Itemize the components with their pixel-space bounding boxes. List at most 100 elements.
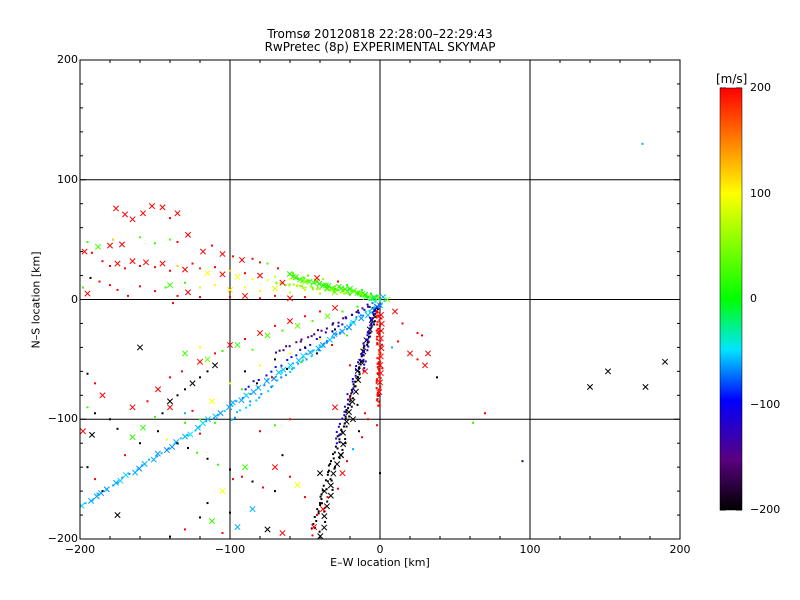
colorbar-tick-label: −200 bbox=[750, 503, 781, 516]
data-point-dot bbox=[332, 291, 335, 294]
data-point-dot bbox=[267, 390, 270, 393]
data-point-dot bbox=[184, 388, 186, 391]
data-point-dot bbox=[311, 288, 314, 291]
data-point-dot bbox=[349, 394, 352, 397]
data-point-dot bbox=[302, 287, 305, 290]
data-point-dot bbox=[331, 330, 334, 333]
data-point-dot bbox=[223, 409, 226, 412]
data-point-cross bbox=[349, 398, 356, 405]
data-point-cross bbox=[166, 282, 174, 289]
data-point-dot bbox=[331, 323, 334, 326]
data-point-dot bbox=[199, 432, 201, 435]
data-point-cross bbox=[219, 250, 226, 258]
data-point-dot bbox=[344, 415, 347, 418]
data-point-dot bbox=[230, 419, 233, 422]
data-point-dot bbox=[257, 386, 260, 389]
data-point-dot bbox=[297, 362, 300, 365]
data-point-dot bbox=[259, 297, 261, 300]
data-point-dot bbox=[362, 358, 365, 361]
data-point-dot bbox=[332, 457, 335, 460]
data-point-dot bbox=[300, 285, 303, 288]
data-point-dot bbox=[205, 420, 208, 423]
data-point-dot bbox=[312, 523, 315, 526]
data-point-cross bbox=[321, 524, 328, 531]
data-point-cross bbox=[337, 452, 345, 459]
data-point-cross bbox=[286, 318, 294, 325]
data-point-cross bbox=[326, 336, 333, 343]
data-point-dot bbox=[325, 339, 328, 342]
data-point-dot bbox=[641, 142, 644, 145]
data-point-dot bbox=[199, 296, 201, 299]
x-axis-label: E–W location [km] bbox=[330, 556, 430, 569]
data-point-dot bbox=[139, 285, 141, 288]
data-point-dot bbox=[371, 302, 374, 305]
data-point-dot bbox=[375, 338, 378, 341]
data-point-dot bbox=[139, 264, 141, 267]
data-point-dot bbox=[375, 316, 378, 319]
data-point-cross bbox=[181, 350, 189, 357]
data-point-dot bbox=[378, 388, 381, 391]
data-point-dot bbox=[259, 261, 261, 264]
data-point-dot bbox=[199, 267, 201, 270]
data-point-dot bbox=[379, 360, 382, 363]
data-point-dot bbox=[280, 364, 283, 367]
data-point-dot bbox=[176, 442, 179, 445]
data-point-dot bbox=[338, 422, 341, 425]
data-point-dot bbox=[307, 336, 310, 339]
data-point-dot bbox=[191, 262, 194, 265]
data-point-dot bbox=[352, 397, 355, 400]
data-point-dot bbox=[244, 388, 247, 391]
data-point-dot bbox=[344, 442, 347, 445]
data-point-dot bbox=[275, 281, 278, 284]
data-point-dot bbox=[214, 421, 216, 424]
data-point-dot bbox=[377, 400, 380, 403]
data-point-dot bbox=[304, 346, 306, 349]
data-point-dot bbox=[354, 374, 357, 377]
data-point-dot bbox=[346, 334, 348, 337]
data-point-cross bbox=[229, 399, 236, 406]
data-point-dot bbox=[316, 288, 319, 291]
data-point-cross bbox=[377, 335, 384, 342]
data-point-cross bbox=[324, 285, 331, 292]
data-point-dot bbox=[196, 451, 198, 454]
data-point-cross bbox=[249, 506, 256, 513]
data-point-dot bbox=[331, 488, 334, 491]
data-point-dot bbox=[284, 284, 287, 287]
data-point-dot bbox=[324, 479, 327, 482]
data-point-cross bbox=[331, 404, 339, 411]
data-point-cross bbox=[129, 434, 136, 441]
data-point-dot bbox=[359, 363, 362, 366]
data-point-dot bbox=[376, 362, 379, 365]
colorbar-tick-label: 200 bbox=[750, 81, 771, 94]
data-point-dot bbox=[341, 290, 344, 293]
data-point-dot bbox=[141, 464, 144, 467]
data-point-dot bbox=[274, 424, 276, 427]
data-point-dot bbox=[376, 307, 379, 310]
data-point-dot bbox=[285, 345, 288, 348]
data-point-cross bbox=[106, 242, 114, 249]
colorbar-tick-label: 100 bbox=[750, 186, 771, 200]
data-point-dot bbox=[181, 370, 183, 373]
data-point-dot bbox=[378, 357, 381, 360]
data-point-dot bbox=[361, 307, 364, 310]
data-point-dot bbox=[337, 425, 340, 428]
data-point-cross bbox=[349, 416, 357, 423]
data-point-dot bbox=[380, 317, 383, 320]
data-point-dot bbox=[346, 284, 348, 287]
data-point-dot bbox=[376, 378, 379, 381]
data-point-dot bbox=[164, 286, 167, 289]
data-point-dot bbox=[244, 286, 246, 289]
data-point-dot bbox=[274, 366, 277, 369]
data-point-dot bbox=[307, 274, 309, 277]
data-point-dot bbox=[244, 370, 246, 373]
data-point-dot bbox=[369, 317, 372, 320]
data-point-dot bbox=[301, 356, 304, 359]
data-point-dot bbox=[139, 442, 141, 445]
data-point-dot bbox=[341, 323, 344, 326]
data-point-cross bbox=[327, 492, 334, 499]
data-point-dot bbox=[341, 417, 344, 420]
data-point-dot bbox=[112, 238, 114, 241]
data-point-dot bbox=[211, 244, 213, 247]
data-point-dot bbox=[245, 406, 248, 409]
data-point-dot bbox=[184, 528, 186, 531]
